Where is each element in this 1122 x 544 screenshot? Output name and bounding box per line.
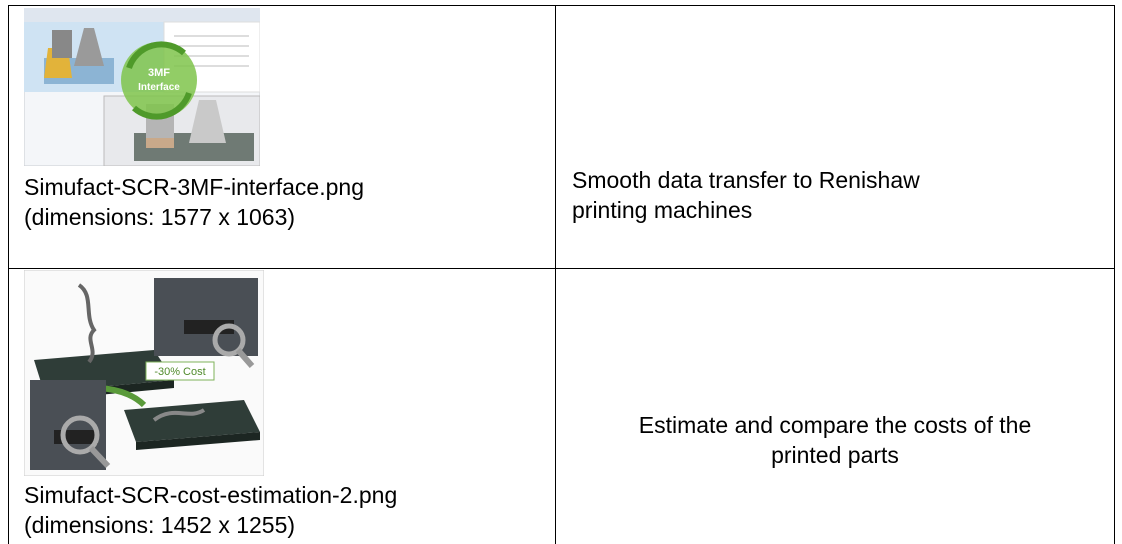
description-line: Estimate and compare the costs of the bbox=[638, 412, 1032, 438]
table-cell bbox=[555, 5, 1115, 269]
table-cell bbox=[555, 268, 1115, 544]
badge-text: -30% Cost bbox=[154, 366, 205, 378]
thumbnail-cost: -30% Cost bbox=[24, 270, 264, 476]
description-line: Smooth data transfer to Renishaw bbox=[572, 167, 920, 193]
description-line: printed parts bbox=[771, 442, 899, 468]
filename: Simufact-SCR-3MF-interface.png bbox=[24, 174, 364, 200]
dimensions: (dimensions: 1577 x 1063) bbox=[24, 204, 296, 230]
thumbnail-3mf: 3MF Interface bbox=[24, 8, 260, 166]
badge-text: 3MF bbox=[148, 67, 170, 79]
dimensions: (dimensions: 1452 x 1255) bbox=[24, 512, 296, 538]
description-line: printing machines bbox=[572, 197, 753, 223]
badge-text: Interface bbox=[138, 82, 180, 93]
filename: Simufact-SCR-cost-estimation-2.png bbox=[24, 482, 398, 508]
